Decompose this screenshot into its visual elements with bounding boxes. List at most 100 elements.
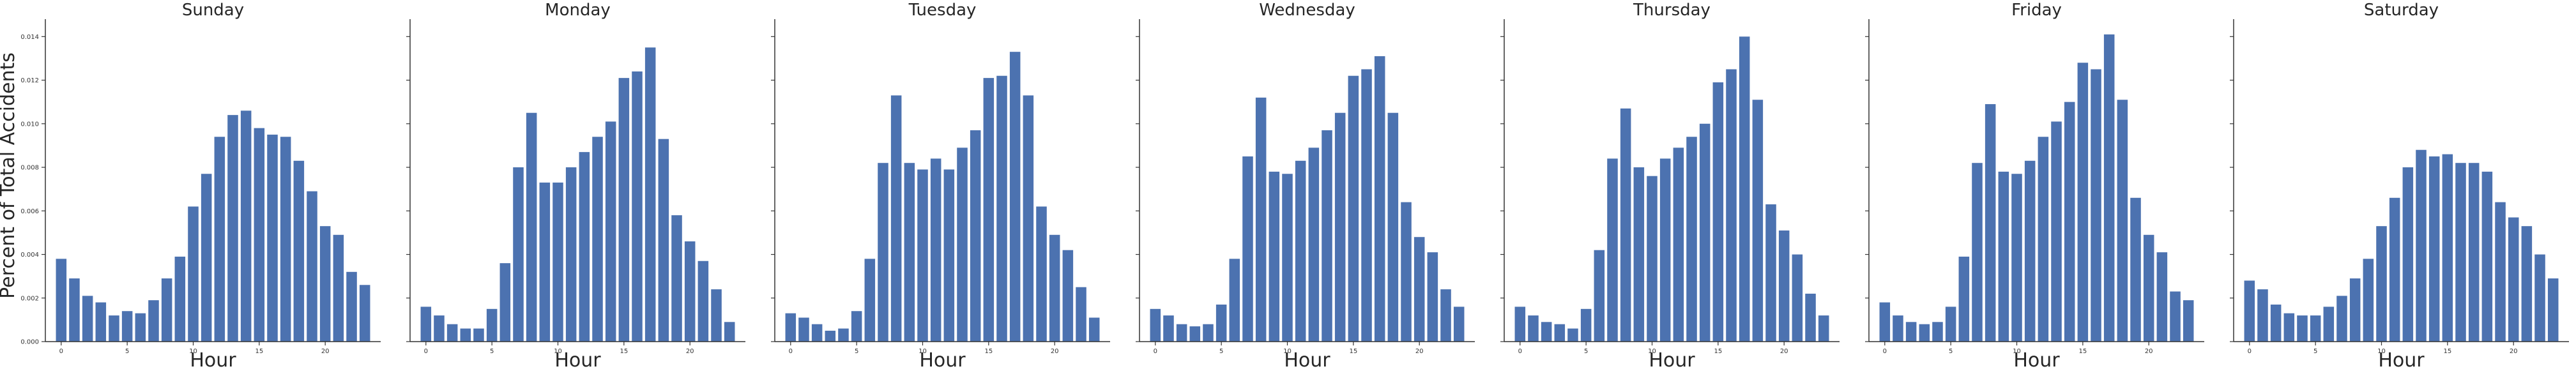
y-axis-label: Percent of Total Accidents [0,52,19,299]
bar [1905,322,1917,342]
bar [785,313,796,342]
bar [724,322,735,342]
bar [2363,259,2374,342]
bar [605,121,616,342]
bar [1919,324,1930,342]
bar [1062,250,1074,342]
bar [2481,171,2493,342]
bar [2428,156,2440,342]
bar [1607,158,1618,342]
bar [2402,167,2414,342]
bar [2376,226,2387,342]
panel-title: Saturday [2364,1,2439,20]
bar [2117,100,2128,342]
bar [1932,322,1943,342]
y-tick-label: 0.004 [20,252,39,259]
x-tick-label: 20 [686,348,694,355]
bar [2468,163,2480,342]
bar [121,311,133,342]
bar [56,259,67,342]
bar [1594,250,1605,342]
bar [1334,112,1346,342]
bar [1216,304,1227,342]
panel-saturday: 0 5 10 15 20 Saturday Hour [2230,1,2569,372]
bar [1088,317,1100,342]
bar [2495,202,2506,342]
bar [1765,204,1776,342]
bar [878,163,888,342]
x-tick-label: 5 [125,348,129,355]
bar [2416,149,2427,342]
x-tick-label: 10 [189,348,197,355]
panel-friday: 0 5 10 15 20 Friday Hour [1865,1,2204,372]
bar [1879,302,1891,342]
bar [1203,324,1214,342]
bar [214,137,225,342]
bar [267,134,278,342]
x-tick-label: 0 [424,348,428,355]
bar [592,137,603,342]
bar [161,278,172,342]
bar [1255,97,1267,342]
bar [174,256,186,342]
panel-wednesday: 0 5 10 15 20 Wednesday Hour [1136,1,1475,372]
bar [579,152,590,342]
x-tick-label: 5 [855,348,858,355]
x-tick-label: 15 [1714,348,1722,355]
bar [1792,254,1803,342]
bar [798,317,809,342]
x-axis-label: Hour [1649,349,1695,372]
bar [1514,306,1526,342]
bar [1818,315,1829,342]
panel-title: Thursday [1633,1,1711,20]
bar [319,226,331,342]
bar [1374,56,1385,342]
bar [1673,147,1684,342]
bar [2257,289,2268,342]
bar [2323,306,2335,342]
bar [201,174,212,342]
x-tick-label: 20 [321,348,330,355]
bar [1076,287,1086,342]
y-tick-label: 0.014 [20,34,39,41]
x-tick-label: 5 [1949,348,1953,355]
bar [254,128,265,342]
bar [2455,163,2466,342]
bar [618,78,630,342]
panel-title: Sunday [182,1,244,20]
bar [240,110,252,342]
bar [1023,95,1034,342]
x-tick-label: 10 [1648,348,1656,355]
x-tick-label: 0 [2248,348,2252,355]
bar [1282,174,1293,342]
bar [2521,226,2533,342]
bar [1049,234,1060,342]
bar [2064,102,2075,342]
bar [333,234,344,342]
x-axis-label: Hour [554,349,601,372]
bar [1554,324,1566,342]
x-tick-label: 15 [984,348,993,355]
bar [957,147,968,342]
bar [227,115,238,342]
bar [1528,315,1539,342]
bar [486,308,498,342]
bar [1150,308,1161,342]
bar [1036,206,1047,342]
bar [1440,289,1451,342]
bar [1427,252,1438,342]
x-axis-label: Hour [2013,349,2060,372]
bar [825,330,836,342]
bar [697,261,709,342]
bar [2270,304,2282,342]
bar [69,278,80,342]
panel-tuesday: 0 5 10 15 20 Tuesday Hour [771,1,1110,372]
x-tick-label: 15 [1349,348,1357,355]
bar [188,206,199,342]
x-tick-label: 10 [2377,348,2386,355]
bar [307,191,317,342]
bar [1893,315,1903,342]
bar [1712,82,1724,342]
bar [917,169,928,342]
